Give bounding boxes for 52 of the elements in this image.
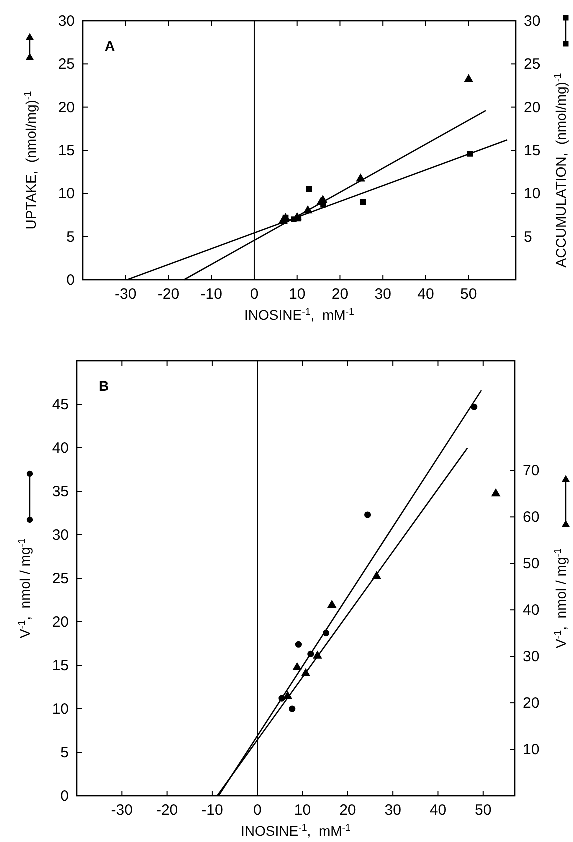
y-tick-label: 10 [58,186,75,203]
x-tick-label: -20 [156,802,178,819]
y2-tick-label: 10 [524,186,541,203]
y2-tick-label: 5 [524,228,532,246]
y-tick-label: 20 [58,99,75,116]
x-tick-label: 40 [418,286,434,303]
y-tick-label: 5 [60,744,69,762]
x-tick-label: 10 [294,802,312,819]
y2-tick-label: 20 [524,99,541,116]
y-tick-label: 15 [52,658,69,674]
y2-tick-label: 60 [523,509,540,526]
y-tick-label: 45 [52,396,69,414]
x-tick-label: 30 [374,286,392,303]
x-tick-label: 0 [250,286,259,303]
y-tick-label: 40 [52,440,69,457]
y2-tick-label: 30 [524,13,541,30]
y-tick-label: 5 [66,228,75,246]
x-tick-label: 30 [384,802,402,819]
y-tick-label: 0 [60,788,69,805]
x-tick-label: 40 [430,802,447,819]
x-tick-label: -10 [200,286,222,303]
text: A [105,38,116,54]
x-axis-title: INOSINE$^{-1}$, mM$^{-1}$ [240,822,352,839]
y-tick-label: 0 [66,272,75,289]
x-tick-label: -10 [202,802,224,819]
x-tick-label: -30 [115,286,137,303]
y2-tick-label: 40 [523,602,540,620]
x-tick-label: -20 [158,286,180,303]
y2-tick-label: 15 [524,142,541,160]
x-tick-label: 10 [289,286,306,303]
x-tick-label: 50 [475,802,492,819]
x-tick-label: 20 [332,286,349,303]
y2-tick-label: 10 [523,742,540,759]
y2-tick-label: 25 [524,56,541,74]
text: B [99,378,110,394]
y2-tick-label: 50 [523,556,540,573]
y-tick-label: 35 [52,484,69,500]
y-tick-label: 20 [52,614,69,631]
y2-tick-label: 20 [523,695,540,712]
y-tick-label: 30 [52,527,69,544]
y-tick-label: 25 [58,56,75,74]
y2-tick-label: 30 [523,648,540,666]
y2-tick-label: 70 [523,462,540,480]
y-tick-label: 25 [52,570,69,588]
y-tick-label: 30 [58,13,75,30]
x-tick-label: -30 [111,802,133,819]
y-tick-label: 10 [52,701,69,718]
x-axis-title: INOSINE$^{-1}$, mM$^{-1}$ [244,306,355,323]
y-tick-label: 15 [58,142,75,160]
x-tick-label: 50 [460,286,478,303]
x-tick-label: 0 [253,802,262,819]
x-tick-label: 20 [340,802,356,819]
